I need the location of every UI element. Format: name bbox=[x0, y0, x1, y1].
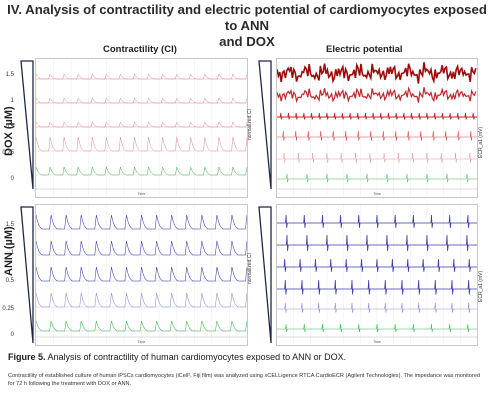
ecr-label-dox: ECR_a1 (mV) bbox=[478, 126, 484, 158]
title-line-2: and DOX bbox=[219, 34, 275, 49]
contractility-trace bbox=[36, 240, 247, 256]
ann-contractility-plot: Time bbox=[36, 205, 247, 345]
contractility-trace bbox=[36, 121, 247, 128]
dox-tick: 1 bbox=[10, 98, 14, 104]
ann-tick: 0.5 bbox=[5, 278, 14, 284]
dox-ep-panel: Time bbox=[276, 58, 478, 198]
ep-trace bbox=[277, 130, 477, 141]
contractility-trace bbox=[36, 266, 247, 282]
dox-ci-time-label: Time bbox=[138, 192, 146, 196]
ann-ep-plot: Time bbox=[277, 205, 477, 345]
ep-trace bbox=[277, 302, 477, 313]
dox-tick: 0.5 bbox=[5, 124, 14, 130]
ep-trace bbox=[277, 112, 477, 120]
dox-contractility-plot: Time bbox=[36, 59, 247, 197]
dox-ep-time-label: Time bbox=[373, 192, 381, 196]
ep-trace bbox=[277, 152, 477, 163]
ep-trace bbox=[277, 279, 477, 295]
contractility-trace bbox=[36, 136, 247, 152]
contractility-trace bbox=[36, 73, 247, 80]
contractility-trace bbox=[36, 292, 247, 308]
ep-trace bbox=[277, 323, 477, 333]
ep-trace bbox=[277, 234, 477, 252]
contractility-heading: Contractility (CI) bbox=[103, 44, 177, 55]
ep-trace bbox=[277, 62, 477, 85]
dox-tick: 0 bbox=[10, 176, 14, 182]
ann-tick: 0.25 bbox=[2, 306, 14, 312]
ann-ep-panel: Time bbox=[276, 204, 478, 346]
ann-ci-time-label: Time bbox=[138, 340, 146, 344]
ann-concentration-wedge bbox=[20, 206, 34, 344]
contractility-trace bbox=[36, 97, 247, 104]
ann-contractility-panel: Time bbox=[35, 204, 248, 346]
ep-trace bbox=[277, 173, 477, 183]
dox-tick: 1.5 bbox=[5, 72, 14, 78]
dox-contractility-panel: Time bbox=[35, 58, 248, 198]
ann-tick: 1 bbox=[10, 250, 14, 256]
ann-tick: 1.5 bbox=[5, 222, 14, 228]
figure-caption: Figure 5. Analysis of contractility of h… bbox=[8, 352, 346, 362]
title-line-1: IV. Analysis of contractility and electr… bbox=[7, 2, 487, 33]
dox-concentration-wedge bbox=[20, 60, 34, 190]
normalized-ci-label-ann: normalized CI bbox=[247, 253, 253, 284]
dox-ep-wedge bbox=[258, 60, 272, 190]
figure-label: Figure 5. bbox=[8, 352, 46, 362]
contractility-trace bbox=[36, 214, 247, 230]
ep-trace bbox=[277, 258, 477, 272]
ep-trace bbox=[277, 214, 477, 228]
contractility-trace bbox=[36, 320, 247, 332]
ann-tick: 0 bbox=[10, 332, 14, 338]
dox-ep-plot: Time bbox=[277, 59, 477, 197]
ann-ep-time-label: Time bbox=[373, 340, 381, 344]
electric-potential-heading: Electric potential bbox=[326, 44, 403, 55]
dox-row-label: DOX (µM) bbox=[3, 106, 15, 156]
ep-trace bbox=[277, 86, 477, 104]
figure-caption-text: Analysis of contractility of human cardi… bbox=[45, 352, 347, 362]
ecr-label-ann: ECR_a1 (mV) bbox=[478, 270, 484, 302]
dox-tick: 0.25 bbox=[2, 150, 14, 156]
ann-ep-wedge bbox=[258, 206, 272, 344]
normalized-ci-label-dox: normalized CI bbox=[247, 109, 253, 140]
contractility-trace bbox=[36, 166, 247, 176]
figure-description: Contractility of established culture of … bbox=[8, 373, 480, 387]
figure-title: IV. Analysis of contractility and electr… bbox=[0, 2, 494, 50]
